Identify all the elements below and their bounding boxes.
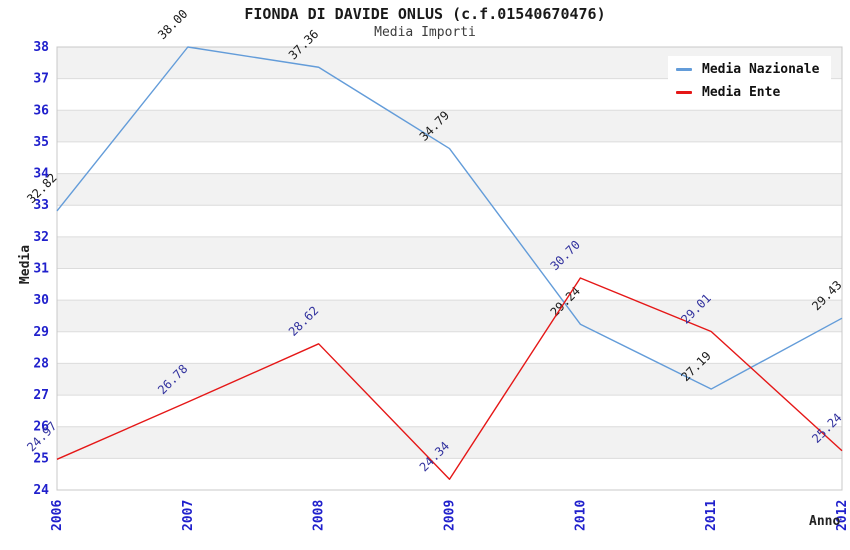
y-tick-label: 33	[33, 198, 49, 213]
y-tick-label: 25	[33, 451, 49, 466]
x-axis-title: Anno	[809, 514, 841, 529]
y-tick-label: 37	[33, 72, 49, 87]
legend-swatch-nazionale-icon	[676, 68, 692, 71]
y-tick-label: 24	[33, 483, 49, 498]
x-tick-label: 2009	[443, 500, 458, 531]
legend-label-nazionale: Media Nazionale	[702, 62, 820, 77]
legend-item-media-nazionale: Media Nazionale	[676, 62, 819, 77]
plot-band	[57, 395, 842, 427]
plot-band	[57, 236, 842, 269]
y-tick-label: 36	[33, 103, 49, 118]
y-tick-label: 28	[33, 356, 49, 371]
x-tick-label: 2010	[573, 500, 588, 531]
chart-subtitle: Media Importi	[374, 25, 476, 40]
legend-swatch-ente-icon	[676, 91, 692, 94]
plot-band	[57, 205, 842, 237]
x-tick-label: 2011	[704, 500, 719, 531]
legend-item-media-ente: Media Ente	[676, 85, 819, 100]
plot-band	[57, 458, 842, 490]
plot-band	[57, 331, 842, 364]
plot-band	[57, 426, 842, 459]
legend-label-ente: Media Ente	[702, 85, 781, 100]
plot-band	[57, 300, 842, 332]
plot-band	[57, 110, 842, 142]
plot-band	[57, 173, 842, 206]
chart-title: FIONDA DI DAVIDE ONLUS (c.f.01540670476)	[244, 5, 606, 23]
legend: Media Nazionale Media Ente	[668, 56, 832, 108]
series-line-media-nazionale	[56, 46, 843, 390]
y-tick-label: 34	[33, 167, 49, 182]
y-tick-label: 32	[33, 230, 49, 245]
plot-band	[57, 141, 842, 174]
y-tick-label: 31	[33, 262, 49, 277]
y-axis-title: Media	[18, 244, 34, 285]
series-line-media-ente	[56, 277, 843, 480]
y-tick-label: 35	[33, 135, 49, 150]
y-tick-label: 29	[33, 325, 49, 340]
plot-border	[56, 46, 843, 491]
y-tick-label: 27	[33, 388, 49, 403]
x-tick-label: 2008	[312, 500, 327, 531]
plot-band	[57, 363, 842, 396]
x-tick-label: 2006	[50, 500, 65, 531]
y-tick-label: 38	[33, 40, 49, 55]
y-tick-label: 30	[33, 293, 49, 308]
x-tick-label: 2012	[835, 500, 850, 531]
y-tick-label: 26	[33, 420, 49, 435]
x-tick-label: 2007	[181, 500, 196, 531]
plot-band	[57, 268, 842, 301]
